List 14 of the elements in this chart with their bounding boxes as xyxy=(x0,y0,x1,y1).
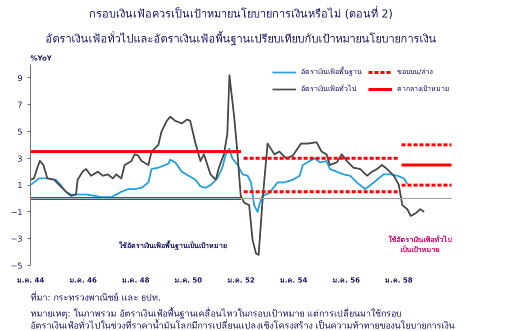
text: หมายเหตุ: ในภาพรวม อัตราเงินเฟ้อพื้นฐานเคลื่อนไหวในกรอบเป้าหมาย แต่การเปลี่ยนมาใช้กรอบ xyxy=(30,306,402,320)
y-tick-label: 1 xyxy=(17,181,23,190)
line-series xyxy=(30,148,408,213)
y-tick-label: −3 xyxy=(10,234,23,244)
y-tick-label: 3 xyxy=(17,154,23,164)
chart-title: กรอบเงินเฟ้อควรเป็นเป้าหมายนโยบายการเงินหรือไม่ (ตอนที่ 2) xyxy=(89,6,393,20)
text: ที่มา: กระทรวงพาณิชย์ และ ธปท. xyxy=(30,290,161,304)
y-tick-label: 7 xyxy=(17,100,23,110)
chart-subtitle: อัตราเงินเฟ้อทั่วไปและอัตราเงินเฟ้อพื้นฐานเปรียบเทียบกับเป้าหมายนโยบายการเงิน xyxy=(46,30,436,46)
y-tick-label: −1 xyxy=(10,208,23,217)
y-tick-label: 5 xyxy=(17,128,23,136)
y-tick-label: −5 xyxy=(10,262,23,270)
y-tick-label: 9 xyxy=(17,74,23,83)
text: อัตราเงินเฟ้อทั่วไปในช่วงที่ราคาน้ำมันโลกมีการเปลี่ยนแปลงเชิงโครงสร้าง เป็นความท้าทายของนโยบายการเงิน xyxy=(30,318,454,331)
